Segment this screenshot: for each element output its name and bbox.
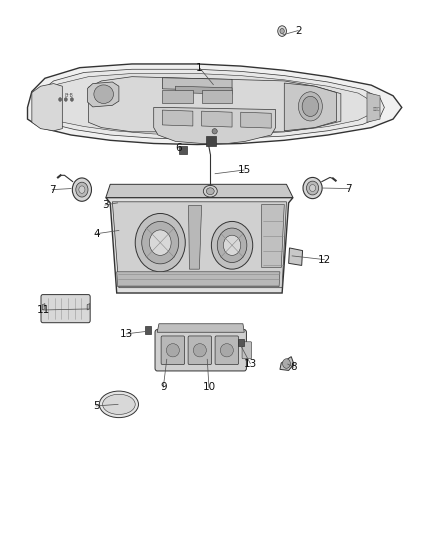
Text: 2: 2 [295, 26, 301, 36]
Ellipse shape [278, 26, 286, 36]
Text: 10: 10 [202, 382, 215, 392]
Polygon shape [154, 108, 276, 143]
FancyBboxPatch shape [188, 336, 212, 365]
Polygon shape [176, 86, 232, 94]
Ellipse shape [212, 128, 217, 134]
Polygon shape [36, 69, 385, 139]
Text: 7: 7 [346, 183, 352, 193]
Text: 12: 12 [318, 255, 331, 264]
Ellipse shape [217, 228, 247, 263]
Polygon shape [113, 202, 286, 288]
Ellipse shape [193, 344, 206, 357]
Text: 15: 15 [238, 165, 251, 175]
Text: 6: 6 [175, 143, 182, 153]
Polygon shape [88, 77, 341, 132]
Ellipse shape [59, 98, 62, 101]
Polygon shape [289, 248, 303, 265]
Ellipse shape [223, 235, 241, 255]
Ellipse shape [135, 214, 185, 272]
Text: 8: 8 [290, 362, 297, 372]
Polygon shape [32, 84, 62, 131]
Polygon shape [106, 198, 293, 293]
Ellipse shape [142, 221, 179, 264]
Ellipse shape [310, 184, 316, 191]
Polygon shape [241, 112, 271, 128]
Text: 11: 11 [37, 305, 50, 315]
Ellipse shape [283, 359, 290, 368]
Ellipse shape [206, 188, 214, 195]
Polygon shape [157, 324, 244, 332]
Text: 7: 7 [49, 184, 56, 195]
FancyBboxPatch shape [161, 336, 185, 365]
FancyBboxPatch shape [145, 326, 151, 334]
Ellipse shape [71, 98, 74, 101]
Polygon shape [261, 205, 284, 268]
Text: 9: 9 [160, 382, 166, 392]
Text: BᵁB: BᵁB [64, 93, 73, 98]
Ellipse shape [220, 344, 233, 357]
Polygon shape [284, 83, 336, 131]
Ellipse shape [64, 98, 67, 101]
Polygon shape [201, 111, 232, 127]
Polygon shape [162, 78, 232, 91]
Polygon shape [42, 304, 45, 310]
Polygon shape [117, 272, 280, 287]
Ellipse shape [94, 85, 113, 103]
Ellipse shape [72, 178, 92, 201]
FancyBboxPatch shape [155, 329, 247, 371]
Ellipse shape [307, 181, 319, 195]
FancyBboxPatch shape [41, 295, 90, 322]
Text: 13: 13 [244, 359, 257, 368]
FancyBboxPatch shape [242, 342, 252, 359]
Ellipse shape [303, 177, 322, 199]
Ellipse shape [302, 96, 319, 116]
Ellipse shape [99, 391, 138, 418]
Text: ⭕⭕⭕: ⭕⭕⭕ [373, 108, 381, 111]
Ellipse shape [76, 182, 88, 197]
Text: 5: 5 [93, 401, 99, 411]
Ellipse shape [212, 221, 253, 269]
FancyBboxPatch shape [179, 146, 187, 154]
FancyBboxPatch shape [215, 336, 239, 365]
Polygon shape [201, 91, 232, 103]
FancyBboxPatch shape [238, 338, 244, 346]
Ellipse shape [102, 394, 135, 415]
Text: 3: 3 [102, 200, 108, 210]
Polygon shape [188, 206, 201, 269]
Ellipse shape [166, 344, 180, 357]
Ellipse shape [280, 28, 284, 34]
Polygon shape [162, 110, 193, 126]
Polygon shape [280, 357, 294, 370]
Polygon shape [28, 64, 402, 144]
Polygon shape [88, 82, 119, 107]
Text: 13: 13 [120, 329, 133, 339]
FancyBboxPatch shape [206, 136, 215, 146]
Polygon shape [87, 304, 90, 310]
Ellipse shape [298, 92, 322, 121]
Ellipse shape [149, 230, 171, 255]
Polygon shape [45, 74, 376, 135]
Text: 1: 1 [196, 63, 203, 72]
Ellipse shape [203, 185, 217, 197]
Text: 4: 4 [94, 229, 100, 239]
Ellipse shape [79, 186, 85, 193]
Polygon shape [106, 184, 293, 198]
Polygon shape [367, 93, 380, 122]
Polygon shape [162, 91, 193, 103]
